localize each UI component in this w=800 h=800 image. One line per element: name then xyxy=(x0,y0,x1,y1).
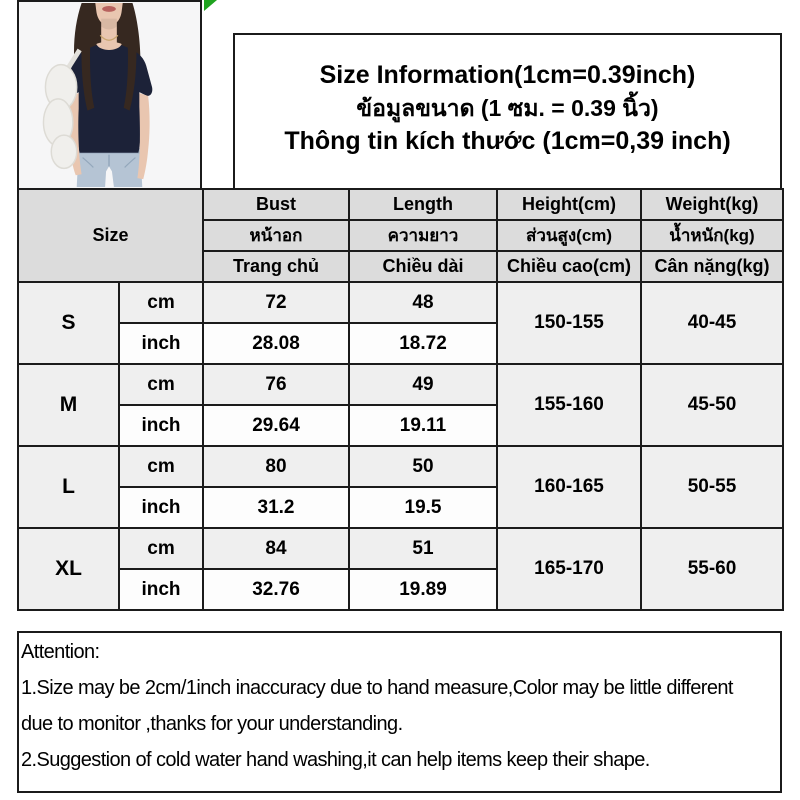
value-s-length-cm: 48 xyxy=(348,281,498,324)
size-information-title-box: Size Information(1cm=0.39inch) ข้อมูลขนา… xyxy=(233,33,782,188)
value-l-weight: 50-55 xyxy=(640,445,784,529)
size-label-m: M xyxy=(17,363,120,447)
header-row-vietnamese: Trang chủ Chiều dài Chiều cao(cm) Cân nặ… xyxy=(18,250,784,283)
model-bag xyxy=(42,48,82,170)
col-header-bust-en: Bust xyxy=(202,188,350,221)
value-m-weight: 45-50 xyxy=(640,363,784,447)
unit-label: cm xyxy=(118,281,204,324)
title-vietnamese: Thông tin kích thước (1cm=0,39 inch) xyxy=(284,127,731,155)
table-row-m-inch: inch 29.64 19.11 xyxy=(18,404,783,447)
unit-label: cm xyxy=(118,445,204,488)
table-row-m-cm: M cm 76 49 155-160 45-50 xyxy=(17,363,784,447)
table-row-xl-cm: XL cm 84 51 165-170 55-60 xyxy=(17,527,784,611)
attention-box: Attention: 1.Size may be 2cm/1inch inacc… xyxy=(17,631,782,793)
header-row-english: Size Bust Length Height(cm) Weight(kg) xyxy=(17,188,784,283)
table-row-s-inch: inch 28.08 18.72 xyxy=(18,322,783,365)
model-lips xyxy=(102,5,116,12)
model-necklace xyxy=(99,34,119,41)
unit-label: inch xyxy=(118,486,204,529)
size-label-s: S xyxy=(17,281,120,365)
table-row-l-inch: inch 31.2 19.5 xyxy=(18,486,783,529)
value-l-bust-inch: 31.2 xyxy=(202,486,350,529)
value-s-height: 150-155 xyxy=(496,281,642,365)
table-row-l-cm: L cm 80 50 160-165 50-55 xyxy=(17,445,784,529)
value-m-bust-inch: 29.64 xyxy=(202,404,350,447)
value-m-length-cm: 49 xyxy=(348,363,498,406)
unit-label: cm xyxy=(118,363,204,406)
col-header-height-vi: Chiều cao(cm) xyxy=(496,250,642,283)
model-face xyxy=(95,3,123,50)
value-s-length-inch: 18.72 xyxy=(348,322,498,365)
col-header-length-en: Length xyxy=(348,188,498,221)
attention-line: due to monitor ,thanks for your understa… xyxy=(21,713,403,735)
header-row-thai: หน้าอก ความยาว ส่วนสูง(cm) น้ำหนัก(kg) xyxy=(18,219,784,252)
size-label-l: L xyxy=(17,445,120,529)
value-s-weight: 40-45 xyxy=(640,281,784,365)
value-xl-height: 165-170 xyxy=(496,527,642,611)
unit-label: inch xyxy=(118,568,204,611)
attention-line: 2.Suggestion of cold water hand washing,… xyxy=(21,749,650,771)
value-xl-bust-cm: 84 xyxy=(202,527,350,570)
value-xl-bust-inch: 32.76 xyxy=(202,568,350,611)
table-row-s-cm: S cm 72 48 150-155 40-45 xyxy=(17,281,784,365)
product-photo-cell xyxy=(17,0,202,188)
value-l-bust-cm: 80 xyxy=(202,445,350,488)
value-s-bust-inch: 28.08 xyxy=(202,322,350,365)
col-header-weight-th: น้ำหนัก(kg) xyxy=(640,219,784,252)
excel-error-triangle-icon xyxy=(204,0,217,11)
col-header-weight-en: Weight(kg) xyxy=(640,188,784,221)
model-tshirt xyxy=(65,41,153,153)
value-s-bust-cm: 72 xyxy=(202,281,350,324)
size-header-cell: Size xyxy=(17,188,204,283)
col-header-height-th: ส่วนสูง(cm) xyxy=(496,219,642,252)
value-m-bust-cm: 76 xyxy=(202,363,350,406)
col-header-weight-vi: Cân nặng(kg) xyxy=(640,250,784,283)
unit-label: inch xyxy=(118,322,204,365)
col-header-height-en: Height(cm) xyxy=(496,188,642,221)
size-label-xl: XL xyxy=(17,527,120,611)
value-xl-length-inch: 19.89 xyxy=(348,568,498,611)
size-table: Size Bust Length Height(cm) Weight(kg) ห… xyxy=(17,188,784,611)
value-l-length-cm: 50 xyxy=(348,445,498,488)
value-xl-length-cm: 51 xyxy=(348,527,498,570)
col-header-length-th: ความยาว xyxy=(348,219,498,252)
col-header-bust-th: หน้าอก xyxy=(202,219,350,252)
col-header-length-vi: Chiều dài xyxy=(348,250,498,283)
value-m-length-inch: 19.11 xyxy=(348,404,498,447)
title-english: Size Information(1cm=0.39inch) xyxy=(319,61,696,89)
title-thai: ข้อมูลขนาด (1 ซม. = 0.39 นิ้ว) xyxy=(356,95,659,121)
value-m-height: 155-160 xyxy=(496,363,642,447)
model-hair-front xyxy=(81,8,137,111)
attention-heading: Attention: xyxy=(21,641,100,663)
value-xl-weight: 55-60 xyxy=(640,527,784,611)
unit-label: inch xyxy=(118,404,204,447)
unit-label: cm xyxy=(118,527,204,570)
value-l-height: 160-165 xyxy=(496,445,642,529)
table-row-xl-inch: inch 32.76 19.89 xyxy=(18,568,783,611)
value-l-length-inch: 19.5 xyxy=(348,486,498,529)
model-photo xyxy=(19,3,200,187)
col-header-bust-vi: Trang chủ xyxy=(202,250,350,283)
attention-line: 1.Size may be 2cm/1inch inaccuracy due t… xyxy=(21,677,733,699)
